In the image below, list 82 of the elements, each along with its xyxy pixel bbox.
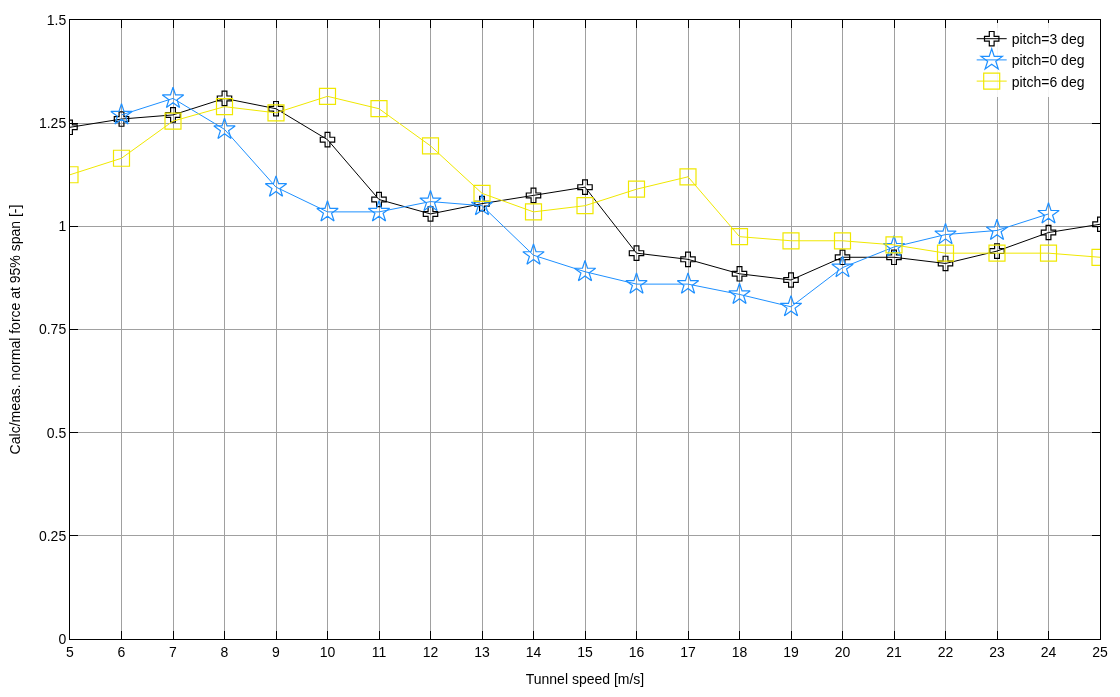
point bbox=[1039, 244, 1058, 262]
point bbox=[525, 187, 542, 204]
point bbox=[1037, 202, 1060, 224]
point bbox=[1040, 224, 1057, 241]
point bbox=[730, 228, 749, 246]
point bbox=[936, 244, 955, 262]
point bbox=[937, 255, 954, 272]
point bbox=[576, 197, 594, 215]
point bbox=[473, 184, 491, 202]
point bbox=[267, 104, 285, 122]
legend-label: pitch=6 deg bbox=[1011, 73, 1085, 90]
x-axis-title: Tunnel speed [m/s] bbox=[525, 671, 645, 688]
point bbox=[573, 259, 597, 282]
point bbox=[625, 272, 648, 294]
y-tick-label: 1.5 bbox=[46, 11, 67, 28]
point bbox=[783, 272, 799, 288]
point bbox=[216, 90, 233, 107]
point bbox=[676, 272, 700, 294]
y-tick-label: 0.75 bbox=[38, 321, 67, 338]
y-tick-label: 0.5 bbox=[46, 424, 67, 441]
point bbox=[934, 222, 957, 245]
point bbox=[319, 131, 336, 148]
x-tick-label: 12 bbox=[422, 643, 439, 660]
x-tick-label: 8 bbox=[220, 643, 229, 660]
legend-label: pitch=0 deg bbox=[1011, 52, 1085, 69]
point bbox=[422, 206, 439, 222]
point bbox=[779, 295, 803, 317]
x-tick-label: 25 bbox=[1092, 643, 1108, 660]
legend-label: pitch=3 deg bbox=[1011, 31, 1085, 48]
point bbox=[318, 87, 337, 105]
point bbox=[831, 255, 854, 278]
y-axis-title: Calc/meas. normal force at 95% span [-] bbox=[6, 204, 23, 455]
point bbox=[164, 112, 182, 130]
y-tick-label: 1.25 bbox=[38, 115, 67, 132]
x-tick-label: 14 bbox=[525, 643, 542, 660]
point bbox=[577, 179, 593, 195]
point bbox=[316, 200, 339, 222]
point bbox=[421, 137, 440, 155]
point bbox=[731, 265, 748, 282]
point bbox=[370, 100, 388, 118]
point bbox=[834, 249, 851, 266]
point bbox=[679, 168, 697, 186]
point bbox=[782, 232, 800, 250]
point bbox=[367, 200, 391, 222]
point bbox=[112, 149, 131, 167]
point bbox=[215, 98, 234, 116]
x-tick-label: 22 bbox=[937, 643, 954, 660]
point bbox=[522, 243, 545, 265]
y-tick-label: 0 bbox=[58, 630, 67, 647]
point bbox=[110, 103, 133, 125]
point bbox=[371, 191, 387, 208]
x-tick-label: 24 bbox=[1040, 643, 1057, 660]
point bbox=[161, 86, 185, 109]
x-tick-label: 9 bbox=[272, 643, 281, 660]
point bbox=[628, 245, 645, 261]
x-tick-label: 7 bbox=[169, 643, 178, 660]
point bbox=[419, 189, 442, 212]
point bbox=[833, 232, 852, 250]
x-tick-label: 13 bbox=[474, 643, 490, 660]
x-tick-label: 17 bbox=[680, 643, 696, 660]
point bbox=[524, 203, 543, 221]
point bbox=[627, 180, 646, 198]
x-tick-label: 18 bbox=[731, 643, 748, 660]
point bbox=[268, 100, 284, 117]
x-tick-label: 16 bbox=[628, 643, 645, 660]
x-tick-label: 21 bbox=[886, 643, 902, 660]
point bbox=[985, 218, 1009, 241]
x-tick-label: 15 bbox=[577, 643, 593, 660]
point bbox=[213, 117, 236, 140]
point bbox=[728, 282, 751, 305]
point bbox=[680, 251, 696, 268]
point bbox=[886, 249, 902, 266]
point bbox=[264, 175, 288, 197]
x-tick-label: 6 bbox=[117, 643, 126, 660]
x-tick-label: 23 bbox=[989, 643, 1005, 660]
y-tick-label: 1 bbox=[58, 218, 67, 235]
x-tick-label: 10 bbox=[319, 643, 336, 660]
x-tick-label: 19 bbox=[783, 643, 799, 660]
y-tick-label: 0.25 bbox=[38, 527, 67, 544]
x-tick-label: 5 bbox=[66, 643, 75, 660]
x-tick-label: 11 bbox=[371, 643, 387, 660]
x-tick-label: 20 bbox=[834, 643, 851, 660]
